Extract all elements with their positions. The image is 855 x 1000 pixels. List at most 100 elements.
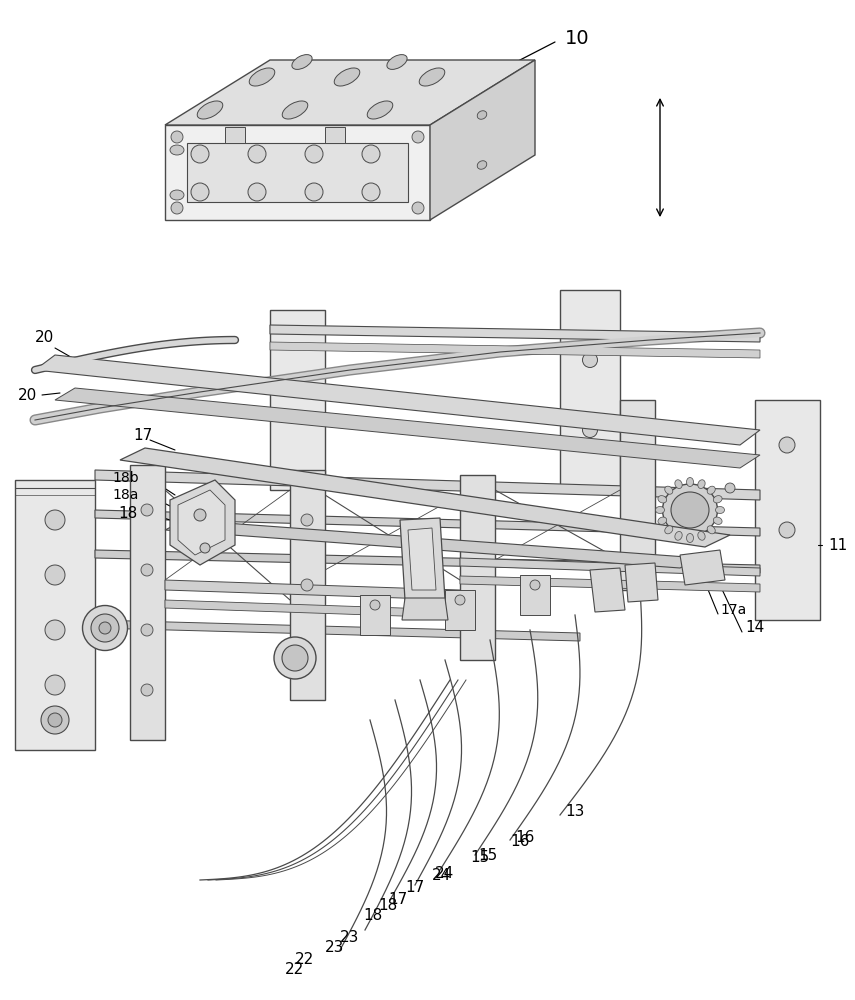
Ellipse shape	[292, 55, 312, 69]
Text: 10: 10	[565, 28, 590, 47]
Text: 23: 23	[325, 940, 345, 956]
Ellipse shape	[698, 480, 705, 488]
Polygon shape	[95, 510, 760, 536]
Ellipse shape	[713, 496, 722, 503]
Polygon shape	[400, 518, 445, 600]
Text: 18: 18	[363, 908, 382, 924]
Polygon shape	[460, 576, 760, 592]
Ellipse shape	[45, 620, 65, 640]
Ellipse shape	[675, 532, 682, 540]
Ellipse shape	[671, 492, 709, 528]
Polygon shape	[360, 595, 390, 635]
Ellipse shape	[362, 145, 380, 163]
Ellipse shape	[707, 526, 716, 534]
Ellipse shape	[664, 486, 673, 494]
Ellipse shape	[367, 101, 392, 119]
Ellipse shape	[725, 483, 735, 493]
Ellipse shape	[477, 161, 486, 169]
Ellipse shape	[141, 564, 153, 576]
Ellipse shape	[687, 534, 693, 542]
Ellipse shape	[713, 517, 722, 524]
Polygon shape	[680, 550, 725, 585]
Polygon shape	[560, 290, 620, 490]
Ellipse shape	[716, 506, 724, 514]
Polygon shape	[165, 125, 430, 220]
Ellipse shape	[171, 131, 183, 143]
Ellipse shape	[194, 509, 206, 521]
Polygon shape	[165, 580, 460, 600]
Ellipse shape	[141, 684, 153, 696]
Ellipse shape	[91, 614, 119, 642]
Ellipse shape	[45, 565, 65, 585]
Ellipse shape	[334, 68, 360, 86]
Text: 16: 16	[510, 834, 529, 850]
Polygon shape	[290, 470, 325, 700]
Ellipse shape	[200, 543, 210, 553]
Polygon shape	[270, 310, 325, 490]
Text: 18b: 18b	[112, 471, 139, 485]
Ellipse shape	[282, 645, 308, 671]
Polygon shape	[165, 60, 535, 125]
Ellipse shape	[362, 183, 380, 201]
Ellipse shape	[249, 68, 274, 86]
Ellipse shape	[45, 510, 65, 530]
Ellipse shape	[191, 183, 209, 201]
Ellipse shape	[779, 437, 795, 453]
Polygon shape	[460, 558, 760, 576]
Text: 22: 22	[285, 962, 304, 978]
Ellipse shape	[82, 605, 127, 650]
Ellipse shape	[412, 131, 424, 143]
Ellipse shape	[419, 68, 445, 86]
Ellipse shape	[282, 101, 308, 119]
Text: 17: 17	[405, 880, 424, 896]
Ellipse shape	[656, 506, 664, 514]
Polygon shape	[325, 127, 345, 143]
Ellipse shape	[675, 480, 682, 488]
Text: 18: 18	[118, 506, 138, 520]
Ellipse shape	[386, 55, 407, 69]
Polygon shape	[178, 490, 225, 555]
Polygon shape	[225, 127, 245, 143]
Ellipse shape	[41, 706, 69, 734]
Ellipse shape	[171, 202, 183, 214]
Text: 17: 17	[388, 892, 407, 908]
Ellipse shape	[305, 145, 323, 163]
Ellipse shape	[198, 101, 223, 119]
Ellipse shape	[687, 478, 693, 487]
Ellipse shape	[301, 644, 313, 656]
Ellipse shape	[248, 145, 266, 163]
Ellipse shape	[248, 183, 266, 201]
Polygon shape	[130, 465, 165, 740]
Polygon shape	[120, 448, 730, 547]
Ellipse shape	[191, 145, 209, 163]
Polygon shape	[270, 342, 760, 358]
Ellipse shape	[657, 496, 667, 503]
Polygon shape	[270, 325, 760, 342]
Text: 11: 11	[828, 538, 847, 552]
Text: 13: 13	[565, 804, 584, 820]
Text: 17a: 17a	[720, 603, 746, 617]
Text: 17: 17	[133, 428, 152, 442]
Text: 22: 22	[295, 952, 315, 968]
Polygon shape	[755, 400, 820, 620]
Polygon shape	[590, 568, 625, 612]
Ellipse shape	[48, 713, 62, 727]
Ellipse shape	[657, 517, 667, 524]
Polygon shape	[35, 355, 760, 445]
Ellipse shape	[664, 526, 673, 534]
Polygon shape	[430, 60, 535, 220]
Ellipse shape	[170, 190, 184, 200]
Text: 24: 24	[435, 865, 454, 880]
Ellipse shape	[170, 145, 184, 155]
Text: 20: 20	[35, 330, 54, 346]
Polygon shape	[165, 520, 700, 568]
Polygon shape	[187, 143, 408, 202]
Ellipse shape	[779, 522, 795, 538]
Ellipse shape	[301, 579, 313, 591]
Polygon shape	[460, 475, 495, 660]
Polygon shape	[408, 528, 436, 590]
Ellipse shape	[141, 504, 153, 516]
Polygon shape	[170, 480, 235, 565]
Ellipse shape	[582, 422, 598, 438]
Polygon shape	[402, 598, 448, 620]
